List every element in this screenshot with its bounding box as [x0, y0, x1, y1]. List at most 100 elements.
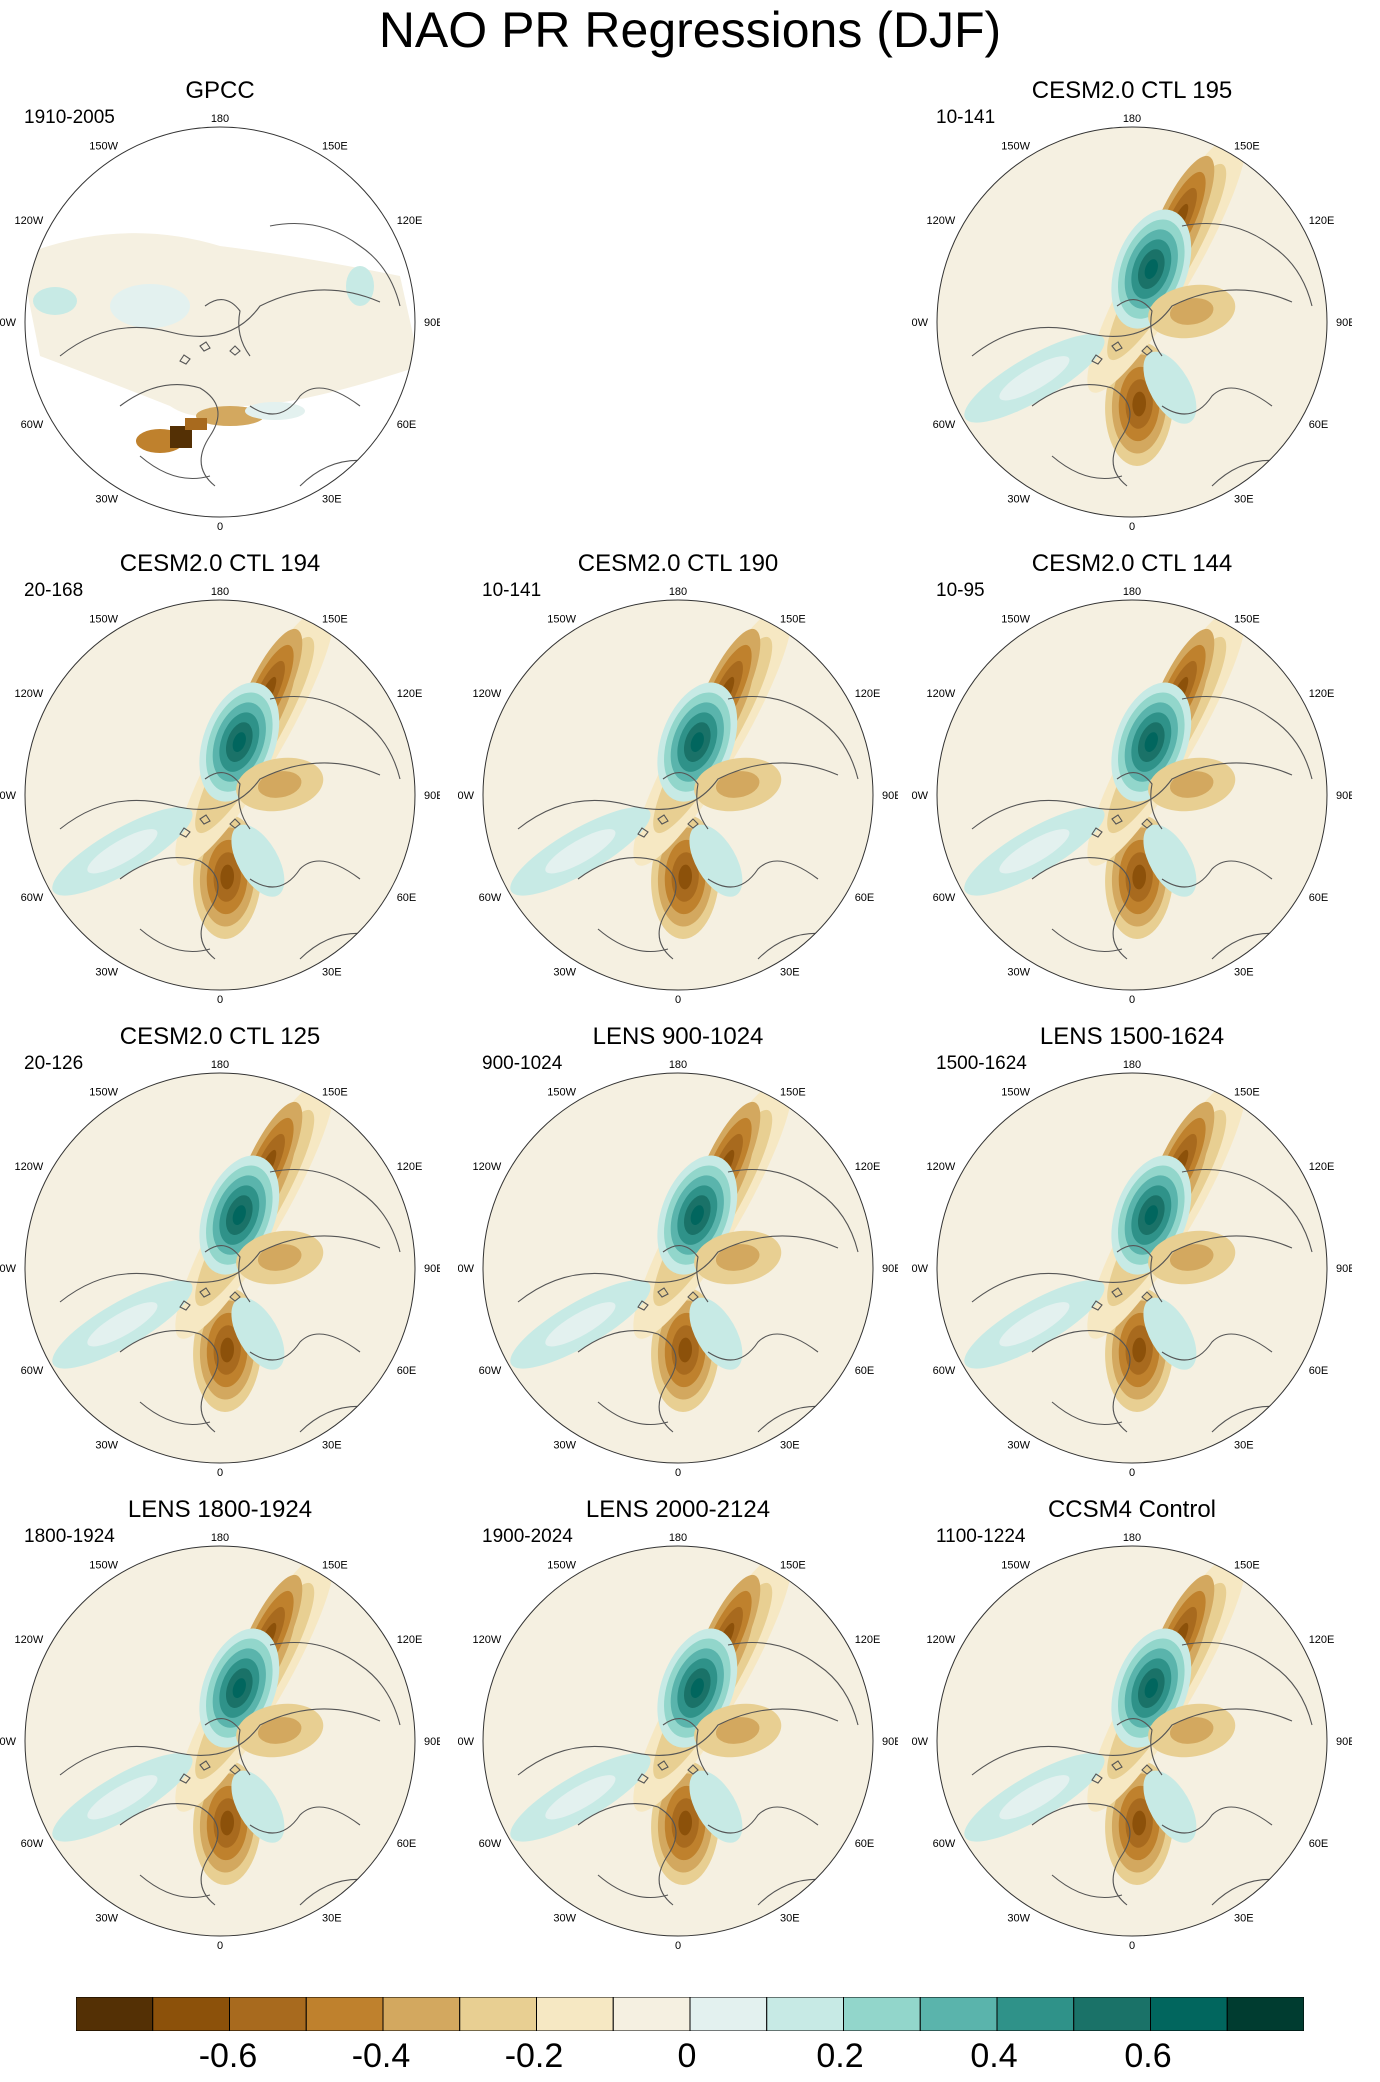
- contour-patch: [1143, 824, 1197, 897]
- contour-patch: [1132, 1810, 1147, 1836]
- longitude-label: 90W: [458, 1736, 475, 1748]
- coastline: [139, 455, 211, 480]
- longitude-label: 120W: [473, 688, 502, 700]
- colorbar-swatch: [766, 1997, 844, 2031]
- longitude-label: 120E: [1309, 1161, 1335, 1173]
- longitude-label: 30E: [322, 1913, 342, 1925]
- coastline: [119, 1803, 219, 1906]
- coastline: [249, 860, 361, 888]
- map-panel: GPCC 1910-2005 180 150E 120E 90E 60E 30E 0 30W 60W…: [0, 76, 440, 550]
- coastlines: [971, 1169, 1313, 1433]
- colorbar-tick-label: 0.6: [1124, 2037, 1172, 2075]
- longitude-label: 60W: [933, 1838, 956, 1850]
- longitude-label: 150E: [780, 613, 806, 625]
- longitude-label: 150E: [1234, 140, 1260, 152]
- contour-patch: [257, 1244, 302, 1271]
- coastline: [199, 1287, 211, 1298]
- contour-patch: [1169, 771, 1214, 798]
- map-panel: LENS 900-1024 900-1024 180 150E 120E 90E 60E 30…: [458, 1022, 898, 1496]
- longitude-label: 120W: [15, 1161, 44, 1173]
- contour-patch: [346, 266, 374, 306]
- colorbar-swatch: [305, 1997, 384, 2031]
- panel-year-range: 1900-2024: [482, 1526, 573, 1547]
- longitude-label: 90W: [458, 790, 475, 802]
- panel-title: LENS 1800-1924: [127, 1496, 313, 1523]
- colorbar-swatch: [459, 1997, 537, 2031]
- coastline: [1181, 696, 1313, 780]
- longitude-label: 60E: [397, 1838, 417, 1850]
- longitude-label: 0: [217, 1467, 223, 1479]
- map-panel: CESM2.0 CTL 144 10-95 180 150E 120E 90E 60E 30E…: [912, 549, 1352, 1023]
- coastline: [1051, 455, 1123, 480]
- longitude-label: 120E: [855, 1634, 881, 1646]
- coastline: [1161, 1333, 1273, 1361]
- coastline: [637, 827, 649, 838]
- longitude-label: 30E: [1234, 1440, 1254, 1452]
- polar-map: 180 150E 120E 90E 60E 30E 0 30W 60W 90W 120W 150W: [458, 1059, 898, 1479]
- longitude-label: 90W: [912, 790, 929, 802]
- figure-title: NAO PR Regressions (DJF): [378, 2, 1002, 58]
- land-field: [25, 233, 415, 416]
- longitude-label: 60W: [21, 1838, 44, 1850]
- longitude-label: 60W: [479, 892, 502, 904]
- contour-patch: [1144, 732, 1158, 752]
- longitude-label: 120E: [397, 1161, 423, 1173]
- map-boundary: [24, 1072, 416, 1464]
- longitude-label: 150E: [322, 613, 348, 625]
- longitude-label: 30E: [322, 967, 342, 979]
- coastline: [707, 1333, 819, 1361]
- coastlines: [971, 696, 1313, 960]
- longitude-label: 0: [1129, 1940, 1135, 1952]
- colorbar-tick-label: -0.4: [351, 2037, 411, 2075]
- longitude-label: 60W: [933, 892, 956, 904]
- longitude-label: 0: [217, 521, 223, 533]
- coastline: [1181, 1169, 1313, 1253]
- longitude-label: 30E: [322, 1440, 342, 1452]
- contour-patch: [678, 1337, 693, 1363]
- polar-map: 180 150E 120E 90E 60E 30E 0 30W 60W 90W 120W 150W: [0, 586, 440, 1006]
- contour-patch: [170, 426, 192, 448]
- contour-patch: [999, 1775, 1070, 1820]
- longitude-label: 150W: [1001, 1559, 1030, 1571]
- contour-field: [25, 1546, 415, 1936]
- contour-patch: [1144, 1678, 1158, 1698]
- longitude-label: 0: [1129, 1467, 1135, 1479]
- coastline: [577, 1803, 677, 1906]
- coastline: [1181, 1642, 1313, 1726]
- map-boundary: [936, 1072, 1328, 1464]
- longitude-label: 90W: [0, 1736, 17, 1748]
- contour-patch: [1143, 1297, 1197, 1370]
- coastline: [249, 1806, 361, 1834]
- coastline: [1051, 1401, 1123, 1426]
- contour-patch: [232, 732, 246, 752]
- polar-map: 180 150E 120E 90E 60E 30E 0 30W 60W 90W 120W 150W: [912, 1532, 1352, 1952]
- coastline: [971, 1708, 1293, 1776]
- longitude-label: 30W: [1007, 1913, 1030, 1925]
- colorbar-swatch: [843, 1997, 921, 2031]
- longitude-label: 90E: [1336, 1736, 1352, 1748]
- coastline: [249, 387, 361, 415]
- contour-patch: [87, 1775, 158, 1820]
- longitude-label: 180: [211, 1059, 229, 1071]
- longitude-label: 150E: [780, 1559, 806, 1571]
- coastline: [204, 1245, 251, 1303]
- polar-map: 180 150E 120E 90E 60E 30E 0 30W 60W 90W 120W 150W: [912, 113, 1352, 533]
- longitude-label: 60W: [479, 1365, 502, 1377]
- longitude-label: 120W: [927, 1161, 956, 1173]
- coastline: [657, 1760, 669, 1771]
- longitude-label: 90E: [1336, 1263, 1352, 1275]
- coastline: [249, 1333, 361, 1361]
- coastline: [662, 1718, 709, 1776]
- colorbar-tick-label: -0.6: [198, 2037, 258, 2075]
- coastline: [657, 1287, 669, 1298]
- contour-patch: [1169, 1717, 1214, 1744]
- colorbar-swatch: [612, 1997, 691, 2031]
- longitude-label: 120W: [473, 1634, 502, 1646]
- contour-field: [25, 127, 415, 517]
- map-panel: LENS 1800-1924 1800-1924 180 150E 120E 90E 60E…: [0, 1495, 440, 1969]
- longitude-label: 120E: [1309, 688, 1335, 700]
- longitude-label: 120W: [15, 688, 44, 700]
- coastline: [971, 1235, 1293, 1303]
- longitude-label: 60E: [855, 1365, 875, 1377]
- longitude-label: 120W: [927, 1634, 956, 1646]
